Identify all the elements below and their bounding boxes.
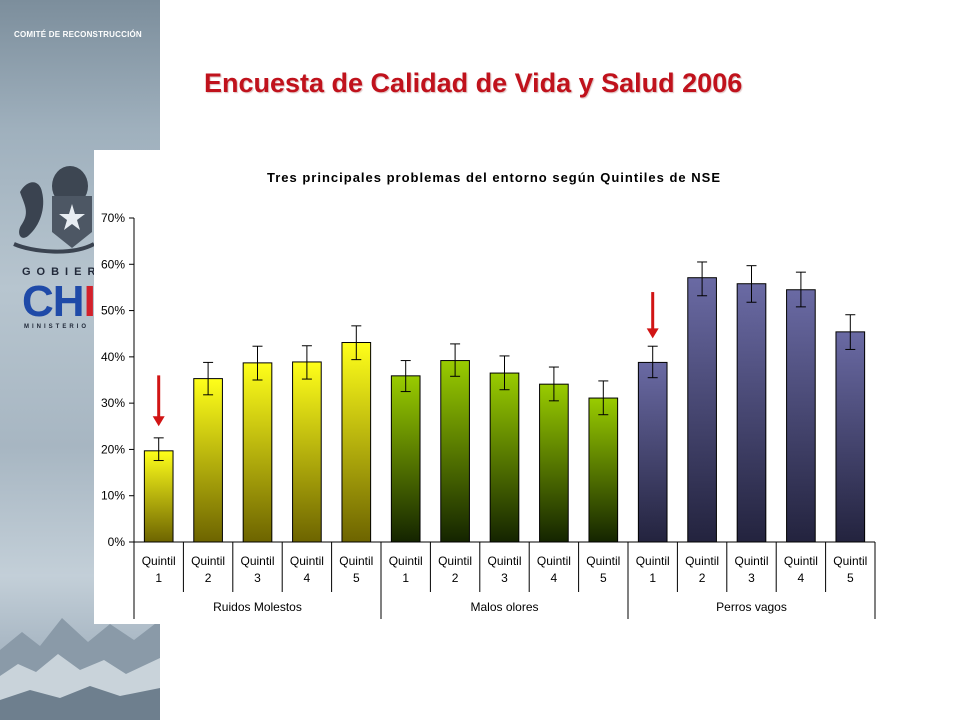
x-tick-label-number: 1: [402, 571, 409, 585]
x-tick-label-number: 2: [452, 571, 459, 585]
org-name: COMITÉ DE RECONSTRUCCIÓN: [14, 30, 142, 39]
x-tick-label-number: 5: [600, 571, 607, 585]
x-tick-label-number: 3: [254, 571, 261, 585]
group-label: Ruidos Molestos: [213, 600, 302, 614]
bar-chart: 0% 10% 20% 30% 40% 50% 60% 70% Quintil 1 Quintil 2 Q…: [101, 211, 876, 619]
bar: [687, 277, 717, 543]
bar: [539, 383, 569, 543]
red-down-arrow-head: [646, 328, 659, 339]
x-tick-label: Quintil: [685, 554, 719, 568]
bar: [143, 450, 174, 543]
y-tick-label: 40%: [101, 350, 125, 364]
bar: [193, 378, 223, 543]
bar: [242, 362, 273, 543]
x-tick-label: Quintil: [833, 554, 867, 568]
x-tick-label: Quintil: [290, 554, 324, 568]
bar: [637, 361, 668, 543]
x-tick-label-number: 4: [304, 571, 311, 585]
x-tick-label: Quintil: [389, 554, 423, 568]
bar: [786, 289, 816, 543]
x-tick-label-number: 4: [551, 571, 558, 585]
x-tick-label-number: 3: [748, 571, 755, 585]
x-tick-label-number: 5: [847, 571, 854, 585]
x-tick-label: Quintil: [487, 554, 521, 568]
bar: [292, 361, 322, 543]
bar: [341, 342, 372, 543]
x-tick-label: Quintil: [142, 554, 176, 568]
x-tick-label-number: 2: [205, 571, 212, 585]
x-tick-label: Quintil: [191, 554, 225, 568]
x-tick-label-number: 4: [798, 571, 805, 585]
bar: [835, 331, 866, 543]
x-tick-label: Quintil: [586, 554, 620, 568]
x-tick-label: Quintil: [438, 554, 472, 568]
y-tick-label: 10%: [101, 489, 125, 503]
bar: [736, 283, 767, 543]
bar: [440, 360, 470, 543]
y-tick-label: 70%: [101, 211, 125, 225]
group-label: Malos olores: [470, 600, 538, 614]
group-label: Perros vagos: [716, 600, 787, 614]
x-tick-label: Quintil: [784, 554, 818, 568]
x-tick-label-number: 1: [649, 571, 656, 585]
x-tick-label: Quintil: [734, 554, 768, 568]
x-tick-label: Quintil: [537, 554, 571, 568]
mountain-backdrop: [0, 618, 160, 720]
slide-title: Encuesta de Calidad de Vida y Salud 2006: [204, 68, 743, 98]
bar: [588, 397, 619, 543]
y-tick-label: 50%: [101, 304, 125, 318]
y-tick-label: 0%: [108, 535, 126, 549]
bar: [390, 375, 421, 543]
logo-ministry-text: MINISTERIO DE: [24, 324, 109, 330]
x-tick-label: Quintil: [636, 554, 670, 568]
chart-title: Tres principales problemas del entorno s…: [267, 170, 721, 185]
red-down-arrow-head: [152, 416, 165, 427]
y-tick-label: 60%: [101, 257, 125, 271]
x-tick-label: Quintil: [339, 554, 373, 568]
x-tick-label-number: 3: [501, 571, 508, 585]
x-tick-label-number: 5: [353, 571, 360, 585]
chart-container: Tres principales problemas del entorno s…: [94, 150, 894, 624]
x-tick-label: Quintil: [240, 554, 274, 568]
y-tick-label: 20%: [101, 442, 125, 456]
x-tick-label-number: 1: [155, 571, 162, 585]
bar: [489, 372, 520, 543]
x-tick-label-number: 2: [699, 571, 706, 585]
coat-of-arms-icon: [13, 166, 95, 254]
y-tick-label: 30%: [101, 396, 125, 410]
